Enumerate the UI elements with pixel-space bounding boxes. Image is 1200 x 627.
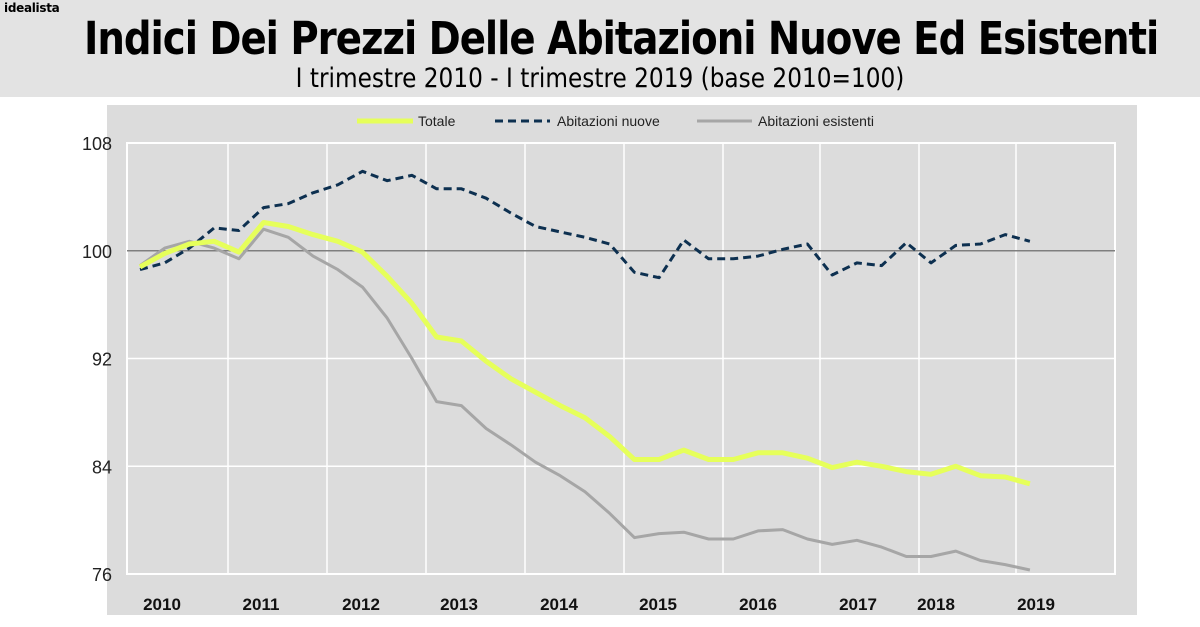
y-tick-label: 84 — [92, 457, 112, 477]
y-axis: 108 100 92 84 76 — [82, 134, 112, 585]
series-line-abitazioni-esistenti — [139, 227, 1031, 572]
y-tick-label: 92 — [92, 350, 112, 370]
x-tick-label: 2015 — [639, 595, 677, 614]
x-tick-label: 2010 — [143, 595, 181, 614]
series-lines — [138, 169, 1031, 572]
y-tick-label: 100 — [82, 242, 112, 262]
x-tick-label: 2011 — [243, 595, 280, 614]
x-tick-label: 2012 — [342, 595, 380, 614]
x-axis: 2010 2011 2012 2013 2014 2015 2016 2017 2018 2019 — [143, 595, 1055, 614]
series-line-abitazioni-nuove — [139, 169, 1031, 280]
x-tick-label: 2013 — [440, 595, 478, 614]
x-tick-label: 2019 — [1017, 595, 1055, 614]
x-tick-label: 2014 — [540, 595, 578, 614]
legend-label: Abitazioni esistenti — [758, 113, 874, 129]
legend-label: Abitazioni nuove — [557, 113, 660, 129]
x-tick-label: 2018 — [917, 595, 955, 614]
grid — [126, 142, 1116, 575]
y-tick-label: 76 — [92, 565, 112, 585]
idealista-logo: idealista — [4, 1, 60, 15]
page-subtitle: I trimestre 2010 - I trimestre 2019 (bas… — [295, 63, 905, 94]
series-line-totale — [138, 220, 1031, 487]
page-title: Indici Dei Prezzi Delle Abitazioni Nuove… — [84, 12, 1159, 65]
legend: Totale Abitazioni nuove Abitazioni esisten… — [357, 113, 874, 129]
header-banner: idealista Indici Dei Prezzi Delle Abitaz… — [0, 0, 1200, 97]
legend-label: Totale — [418, 113, 456, 129]
y-tick-label: 108 — [82, 134, 112, 154]
x-tick-label: 2017 — [839, 595, 877, 614]
x-tick-label: 2016 — [739, 595, 777, 614]
